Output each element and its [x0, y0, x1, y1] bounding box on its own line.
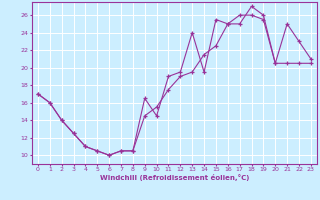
- X-axis label: Windchill (Refroidissement éolien,°C): Windchill (Refroidissement éolien,°C): [100, 174, 249, 181]
